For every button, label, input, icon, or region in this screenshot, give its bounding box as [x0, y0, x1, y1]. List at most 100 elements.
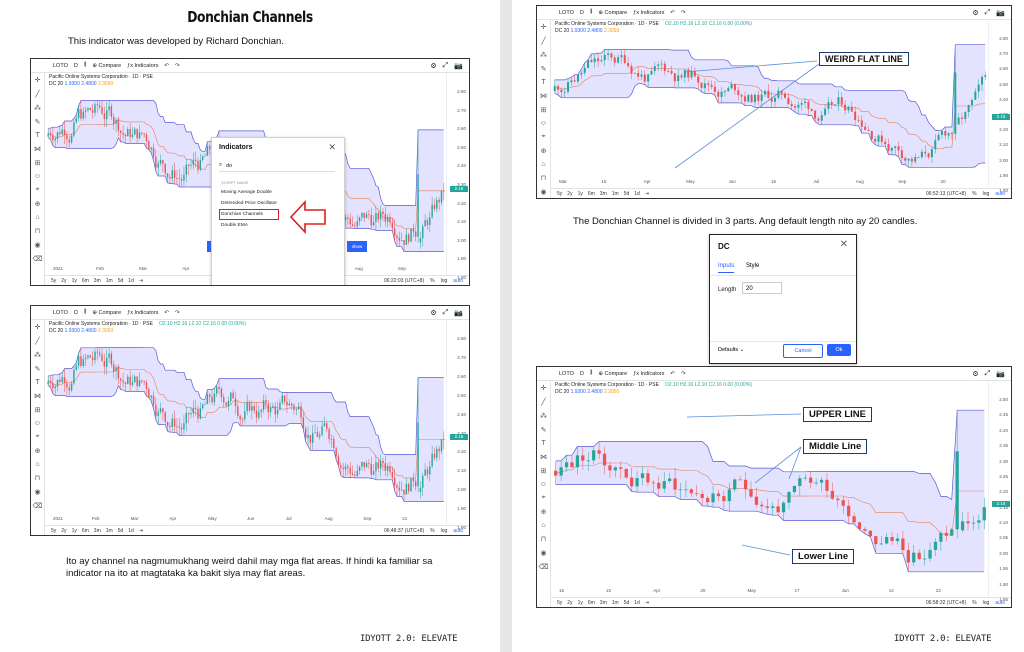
interval-button[interactable]: D: [579, 370, 584, 377]
lock-icon[interactable]: ⊓: [34, 475, 41, 482]
camera-icon[interactable]: 📷: [454, 62, 463, 70]
indicators-button[interactable]: ƒx Indicators: [127, 309, 159, 316]
range-button-5y[interactable]: 5y: [557, 190, 563, 197]
camera-icon[interactable]: 📷: [996, 9, 1005, 17]
compare-button[interactable]: ⊕ Compare: [598, 9, 628, 16]
indicators-button[interactable]: ƒx Indicators: [127, 62, 159, 69]
ruler-icon[interactable]: ⌖: [541, 494, 546, 501]
indicator-item[interactable]: Detrended Price Oscillator: [221, 201, 277, 206]
range-button-1d[interactable]: 1d: [128, 527, 134, 534]
fullscreen-icon[interactable]: ⤢: [984, 8, 991, 16]
undo-icon[interactable]: ↶: [164, 309, 169, 316]
brush-icon[interactable]: ✎: [540, 66, 547, 73]
pattern-icon[interactable]: ⋈: [540, 454, 547, 461]
text-icon[interactable]: T: [35, 132, 40, 139]
zoom-icon[interactable]: ⊕: [34, 448, 41, 455]
range-button-2y[interactable]: 2y: [61, 277, 67, 284]
tab-inputs[interactable]: Inputs: [718, 263, 735, 273]
price-chart[interactable]: [47, 336, 445, 513]
range-button-5y[interactable]: 5y: [557, 599, 563, 606]
range-button-3m[interactable]: 3m: [93, 277, 101, 284]
indicator-item[interactable]: Moving Average Double: [221, 190, 272, 195]
fib-icon[interactable]: ⁂: [34, 105, 41, 112]
percent-toggle[interactable]: %: [430, 527, 435, 534]
zoom-icon[interactable]: ⊕: [540, 509, 547, 516]
smile-icon[interactable]: ☺: [539, 481, 548, 488]
auto-toggle[interactable]: auto: [995, 599, 1005, 606]
trendline-icon[interactable]: ╱: [35, 338, 40, 345]
indicators-button[interactable]: ƒx Indicators: [633, 9, 665, 16]
indicators-button[interactable]: ƒx Indicators: [633, 370, 665, 377]
magnet-icon[interactable]: ⌂: [541, 522, 546, 529]
smile-icon[interactable]: ☺: [539, 120, 548, 127]
brush-icon[interactable]: ✎: [34, 366, 41, 373]
fib-icon[interactable]: ⁂: [34, 352, 41, 359]
range-button-3m[interactable]: 3m: [599, 190, 607, 197]
redo-icon[interactable]: ↷: [174, 62, 180, 69]
gear-icon[interactable]: ⚙: [430, 62, 437, 70]
trash-icon[interactable]: ⌫: [538, 564, 549, 571]
auto-toggle[interactable]: auto: [995, 190, 1005, 197]
ruler-icon[interactable]: ⌖: [35, 186, 40, 193]
trash-icon[interactable]: ⌫: [32, 256, 43, 263]
gear-icon[interactable]: ⚙: [972, 370, 979, 378]
redo-icon[interactable]: ↷: [680, 9, 686, 16]
bar-style-icon[interactable]: ⫼: [83, 62, 87, 68]
range-button-5d[interactable]: 5d: [623, 190, 630, 197]
crosshair-icon[interactable]: ✛: [34, 77, 41, 84]
undo-icon[interactable]: ↶: [670, 9, 675, 16]
magnet-icon[interactable]: ⌂: [35, 461, 40, 468]
fullscreen-icon[interactable]: ⤢: [442, 61, 449, 69]
close-icon[interactable]: ✕: [839, 239, 848, 250]
defaults-dropdown[interactable]: Defaults ⌄: [718, 347, 744, 353]
crosshair-icon[interactable]: ✛: [34, 324, 41, 331]
smile-icon[interactable]: ☺: [33, 173, 42, 180]
tab-style[interactable]: Style: [746, 263, 760, 269]
lock-icon[interactable]: ⊓: [34, 228, 41, 235]
eye-icon[interactable]: ◉: [34, 242, 41, 249]
fullscreen-icon[interactable]: ⤢: [984, 369, 991, 377]
gear-icon[interactable]: ⚙: [972, 9, 979, 17]
bar-style-icon[interactable]: ⫼: [589, 9, 593, 15]
range-button-5d[interactable]: 5d: [117, 277, 124, 284]
percent-toggle[interactable]: %: [972, 599, 977, 606]
symbol-label[interactable]: LOTO: [559, 9, 574, 16]
bar-style-icon[interactable]: ⫼: [83, 309, 87, 315]
undo-icon[interactable]: ↶: [164, 62, 169, 69]
range-button-1y[interactable]: 1y: [577, 190, 583, 197]
brush-icon[interactable]: ✎: [540, 427, 547, 434]
range-button-1d[interactable]: 1d: [634, 190, 640, 197]
zoom-icon[interactable]: ⊕: [540, 148, 547, 155]
pattern-icon[interactable]: ⋈: [34, 393, 41, 400]
crosshair-icon[interactable]: ✛: [540, 385, 547, 392]
time-axis[interactable]: 15 22 Apr 20 May 17 Jun 14 22: [551, 588, 989, 595]
range-button-6m[interactable]: 6m: [587, 190, 595, 197]
magnet-icon[interactable]: ⌂: [541, 161, 546, 168]
goto-date-icon[interactable]: ⇥: [138, 277, 144, 284]
crosshair-icon[interactable]: ✛: [540, 24, 547, 31]
range-button-5d[interactable]: 5d: [117, 527, 124, 534]
bar-style-icon[interactable]: ⫼: [589, 370, 593, 376]
indicator-search-input[interactable]: ⌕ do: [219, 160, 335, 172]
eye-icon[interactable]: ◉: [540, 189, 547, 196]
range-button-1y[interactable]: 1y: [71, 277, 77, 284]
undo-icon[interactable]: ↶: [670, 370, 675, 377]
redo-icon[interactable]: ↷: [174, 309, 180, 316]
fib-icon[interactable]: ⁂: [540, 413, 547, 420]
price-axis[interactable]: 2.50 2.45 2.40 2.35 2.30 2.25 2.20 2.15 2.10 2.05…: [988, 381, 1011, 602]
smile-icon[interactable]: ☺: [33, 420, 42, 427]
brush-icon[interactable]: ✎: [34, 119, 41, 126]
text-icon[interactable]: T: [35, 379, 40, 386]
camera-icon[interactable]: 📷: [454, 309, 463, 317]
ok-button[interactable]: Ok: [827, 344, 851, 356]
trendline-icon[interactable]: ╱: [541, 38, 546, 45]
range-button-6m[interactable]: 6m: [81, 527, 89, 534]
length-input[interactable]: 20: [742, 282, 782, 294]
pattern-icon[interactable]: ⋈: [540, 93, 547, 100]
range-button-5y[interactable]: 5y: [51, 277, 57, 284]
range-button-6m[interactable]: 6m: [81, 277, 89, 284]
interval-button[interactable]: D: [73, 62, 78, 69]
goto-date-icon[interactable]: ⇥: [138, 527, 144, 534]
price-axis[interactable]: 2.802.702.602.502.402.302.202.102.001.90…: [988, 20, 1011, 193]
